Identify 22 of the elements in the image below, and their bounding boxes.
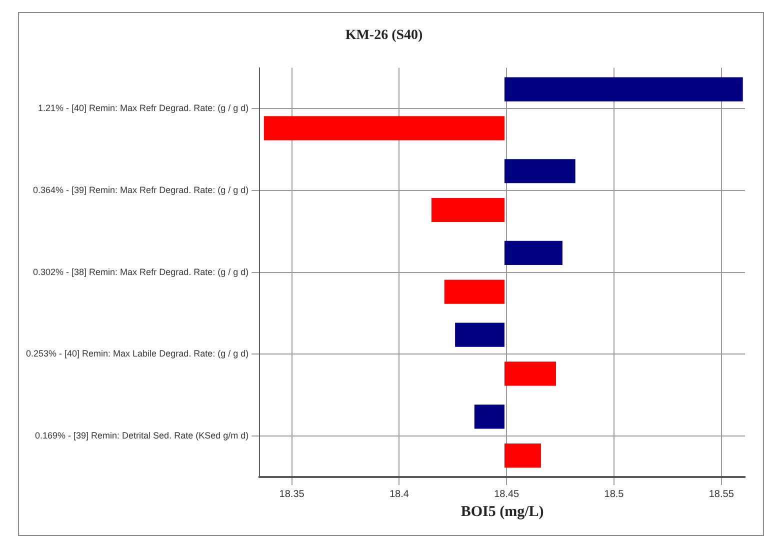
y-tick-label: 0.253% - [40] Remin: Max Labile Degrad. Rate: (g / g d) bbox=[26, 348, 249, 359]
x-tick-label: 18.4 bbox=[389, 488, 410, 500]
bar bbox=[504, 77, 743, 102]
y-tick-label: 0.364% - [39] Remin: Max Refr Degrad. Rate: (g / g d) bbox=[33, 185, 249, 196]
bar bbox=[504, 362, 556, 386]
y-tick-label: 0.169% - [39] Remin: Detrital Sed. Rate (KSed g/m d) bbox=[35, 430, 249, 441]
bar bbox=[474, 404, 504, 429]
bar bbox=[444, 280, 504, 304]
y-tick-label: 0.302% - [38] Remin: Max Refr Degrad. Rate: (g / g d) bbox=[33, 266, 249, 277]
x-tick-label: 18.5 bbox=[604, 488, 624, 500]
bar bbox=[504, 443, 541, 468]
bar bbox=[264, 116, 504, 140]
x-tick-label: 18.45 bbox=[494, 488, 520, 500]
bar bbox=[504, 159, 576, 184]
x-axis-title: BOI5 (mg/L) bbox=[460, 504, 544, 520]
bar bbox=[431, 198, 504, 222]
y-tick-label: 1.21% - [40] Remin: Max Refr Degrad. Rate: (g / g d) bbox=[38, 103, 249, 114]
x-tick-label: 18.55 bbox=[708, 488, 734, 500]
x-tick-label: 18.35 bbox=[279, 488, 305, 500]
chart-title: KM-26 (S40) bbox=[345, 28, 424, 44]
bar bbox=[504, 240, 562, 266]
bar bbox=[455, 322, 504, 347]
